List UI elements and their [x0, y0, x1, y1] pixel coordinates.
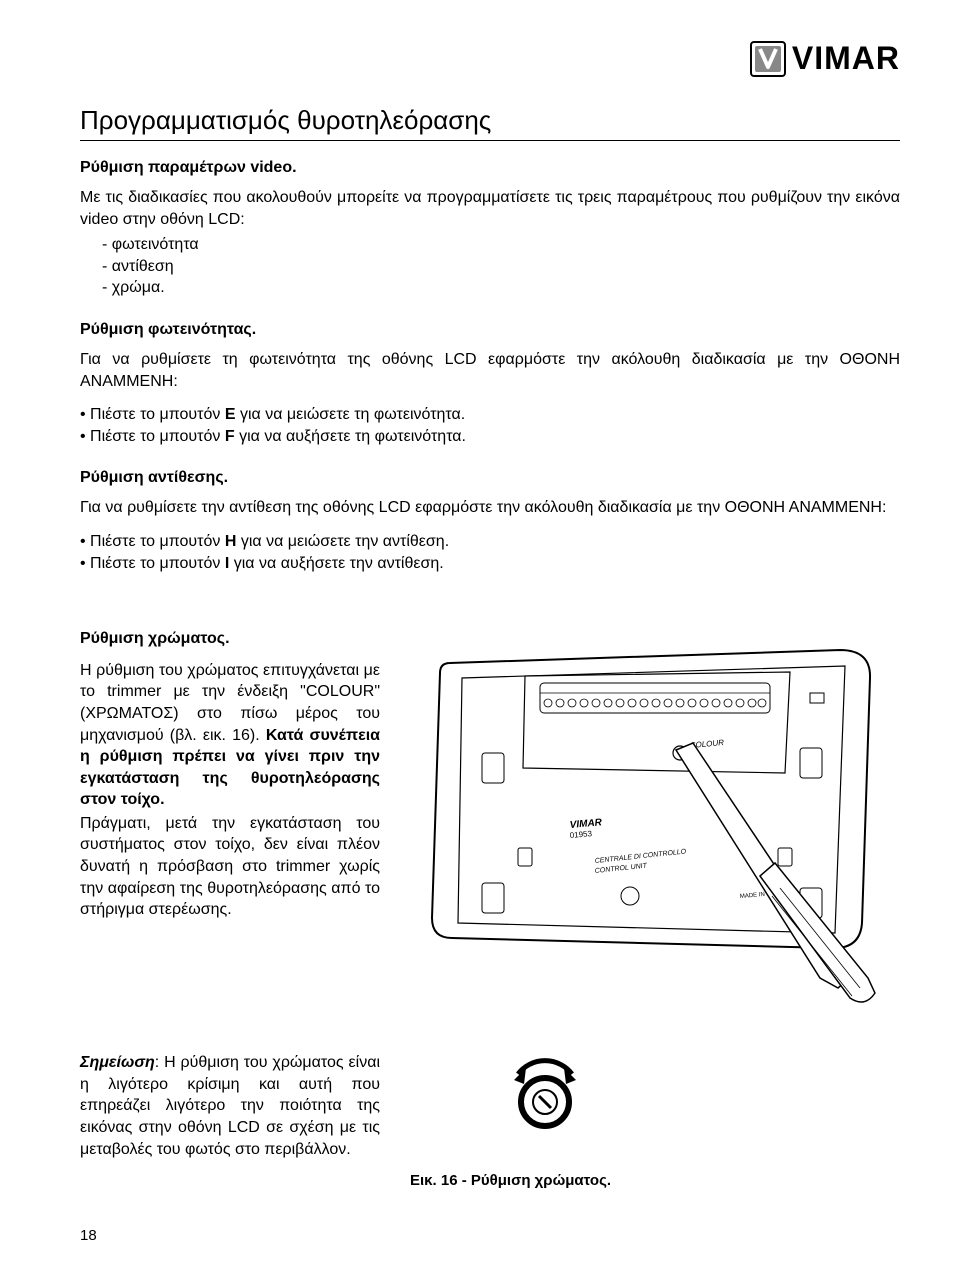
figure-16: COLOUR VIMAR 01953 CENTRALE DI CONTROLLO… — [410, 628, 900, 1008]
rotation-icon — [500, 1052, 590, 1142]
note-label: Σημείωση — [80, 1054, 155, 1071]
brand-logo: VIMAR — [750, 40, 900, 77]
page-title: Προγραμματισμός θυροτηλεόρασης — [80, 105, 900, 136]
list-item: - αντίθεση — [102, 256, 900, 278]
heading-brightness: Ρύθμιση φωτεινότητας. — [80, 321, 900, 339]
heading-video-params: Ρύθμιση παραμέτρων video. — [80, 159, 900, 177]
heading-colour: Ρύθμιση χρώματος. — [80, 628, 380, 650]
section-contrast: Ρύθμιση αντίθεσης. Για να ρυθμίσετε την … — [80, 469, 900, 574]
bullet-item: • Πιέστε το μπουτόν E για να μειώσετε τη… — [80, 404, 900, 426]
device-back-diagram: COLOUR VIMAR 01953 CENTRALE DI CONTROLLO… — [420, 628, 890, 1008]
bullet-item: • Πιέστε το μπουτόν H για να μειώσετε τη… — [80, 531, 900, 553]
section-video-params: Ρύθμιση παραμέτρων video. Με τις διαδικα… — [80, 159, 900, 299]
heading-contrast: Ρύθμιση αντίθεσης. — [80, 469, 900, 487]
colour-p2: Πράγματι, μετά την εγκατάσταση του συστή… — [80, 815, 380, 918]
body-brightness: Για να ρυθμίσετε τη φωτεινότητα της οθόν… — [80, 349, 900, 392]
bullet-item: • Πιέστε το μπουτόν I για να αυξήσετε τη… — [80, 553, 900, 575]
colour-text-column: Ρύθμιση χρώματος. Η ρύθμιση του χρώματος… — [80, 628, 380, 921]
brand-name: VIMAR — [792, 40, 900, 77]
figure-caption: Εικ. 16 - Ρύθμιση χρώματος. — [410, 1172, 611, 1189]
body-video-params: Με τις διαδικασίες που ακολουθούν μπορεί… — [80, 187, 900, 230]
title-divider — [80, 140, 900, 141]
note-text: Σημείωση: Η ρύθμιση του χρώματος είναι η… — [80, 1052, 380, 1160]
bullet-item: • Πιέστε το μπουτόν F για να αυξήσετε τη… — [80, 426, 900, 448]
section-colour: Ρύθμιση χρώματος. Η ρύθμιση του χρώματος… — [80, 628, 900, 1008]
note-row: Σημείωση: Η ρύθμιση του χρώματος είναι η… — [80, 1052, 900, 1189]
page-number: 18 — [80, 1227, 97, 1244]
page-header: VIMAR — [80, 40, 900, 77]
list-item: - χρώμα. — [102, 277, 900, 299]
list-item: - φωτεινότητα — [102, 234, 900, 256]
body-contrast: Για να ρυθμίσετε την αντίθεση της οθόνης… — [80, 497, 900, 519]
section-brightness: Ρύθμιση φωτεινότητας. Για να ρυθμίσετε τ… — [80, 321, 900, 447]
vimar-logo-icon — [750, 41, 786, 77]
